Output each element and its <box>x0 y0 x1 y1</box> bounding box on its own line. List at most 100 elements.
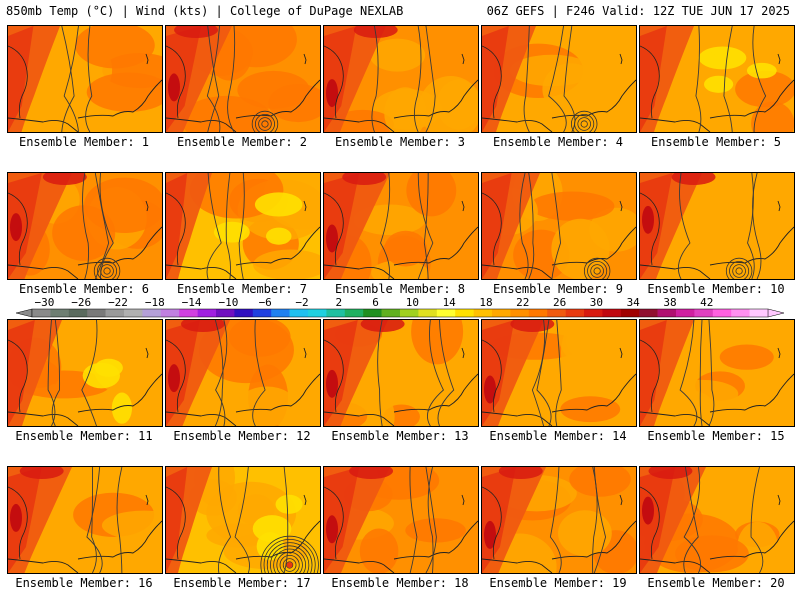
ensemble-member-label: Ensemble Member: 17 <box>173 576 311 590</box>
colorbar-tick-label: −30 <box>34 296 54 309</box>
colorbar-tick-label: 34 <box>627 296 641 309</box>
ensemble-member-map <box>481 25 637 133</box>
colorbar-swatch <box>620 309 640 317</box>
colorbar-swatch <box>455 309 474 317</box>
colorbar-swatch <box>602 309 622 317</box>
colorbar-swatch <box>639 309 658 317</box>
ensemble-member-label: Ensemble Member: 4 <box>492 135 624 149</box>
ensemble-member-map <box>165 172 321 280</box>
ensemble-member-map <box>323 466 479 574</box>
colorbar-tick-label: 42 <box>700 296 713 309</box>
ensemble-member-label: Ensemble Member: 13 <box>331 429 469 443</box>
ensemble-member-label: Ensemble Member: 16 <box>15 576 153 590</box>
map-title: 850mb Temp (°C) | Wind (kts) | College o… <box>6 4 404 18</box>
colorbar-tick-label: 18 <box>479 296 492 309</box>
ensemble-member-map <box>639 25 795 133</box>
ensemble-member-map <box>7 172 163 280</box>
colorbar-swatch <box>50 309 70 317</box>
colorbar-tick-label: 26 <box>553 296 566 309</box>
colorbar-swatch <box>492 309 511 317</box>
colorbar-swatch <box>234 309 254 317</box>
colorbar-tick-label: 22 <box>516 296 529 309</box>
ensemble-member-label: Ensemble Member: 18 <box>331 576 469 590</box>
colorbar-tick-label: 10 <box>406 296 419 309</box>
ensemble-member-map <box>165 319 321 427</box>
colorbar-swatch <box>657 309 677 317</box>
colorbar-swatch <box>271 309 290 317</box>
ensemble-member-label: Ensemble Member: 8 <box>334 282 466 296</box>
colorbar-swatch <box>344 309 364 317</box>
colorbar-swatch <box>289 309 309 317</box>
colorbar-tick-label: 2 <box>335 296 342 309</box>
ensemble-member-map <box>7 319 163 427</box>
colorbar-right-arrow <box>767 308 785 318</box>
colorbar-swatch <box>160 309 180 317</box>
ensemble-member-map <box>7 466 163 574</box>
colorbar-swatch <box>584 309 603 317</box>
ensemble-member-map <box>165 466 321 574</box>
ensemble-member-label: Ensemble Member: 19 <box>489 576 627 590</box>
colorbar-swatch <box>105 309 125 317</box>
colorbar-tick-label: −10 <box>218 296 238 309</box>
colorbar-tick-label: −6 <box>259 296 272 309</box>
colorbar-swatch <box>436 309 456 317</box>
colorbar-tick-label: −2 <box>295 296 308 309</box>
colorbar-swatch <box>68 309 88 317</box>
colorbar-swatch <box>400 309 419 317</box>
ensemble-member-label: Ensemble Member: 7 <box>176 282 308 296</box>
ensemble-member-map <box>165 25 321 133</box>
colorbar-tick-label: 6 <box>372 296 379 309</box>
colorbar-swatch <box>694 309 714 317</box>
ensemble-member-map <box>7 25 163 133</box>
colorbar-swatch <box>712 309 732 317</box>
colorbar-swatch <box>528 309 548 317</box>
colorbar-swatch <box>418 309 438 317</box>
ensemble-member-label: Ensemble Member: 1 <box>18 135 150 149</box>
colorbar-swatch <box>216 309 235 317</box>
colorbar-swatch <box>87 309 106 317</box>
ensemble-member-label: Ensemble Member: 12 <box>173 429 311 443</box>
colorbar-swatch <box>32 309 51 317</box>
ensemble-member-map <box>481 466 637 574</box>
colorbar-swatch <box>381 309 401 317</box>
colorbar-swatch <box>308 309 327 317</box>
ensemble-member-map <box>323 319 479 427</box>
ensemble-member-label: Ensemble Member: 6 <box>18 282 150 296</box>
colorbar-tick-label: 38 <box>663 296 676 309</box>
ensemble-member-label: Ensemble Member: 14 <box>489 429 627 443</box>
ensemble-member-map <box>639 172 795 280</box>
ensemble-member-label: Ensemble Member: 20 <box>647 576 785 590</box>
colorbar-tick-label: −26 <box>71 296 91 309</box>
ensemble-member-map <box>639 466 795 574</box>
colorbar-swatch <box>252 309 272 317</box>
colorbar-swatch <box>179 309 198 317</box>
colorbar-swatch <box>124 309 143 317</box>
ensemble-member-map <box>323 25 479 133</box>
colorbar-tick-label: 14 <box>443 296 457 309</box>
colorbar-swatch <box>547 309 566 317</box>
colorbar-swatch <box>326 309 346 317</box>
ensemble-member-label: Ensemble Member: 15 <box>647 429 785 443</box>
ensemble-member-map <box>323 172 479 280</box>
colorbar-tick-label: −18 <box>145 296 165 309</box>
ensemble-member-label: Ensemble Member: 9 <box>492 282 624 296</box>
ensemble-member-label: Ensemble Member: 11 <box>15 429 153 443</box>
colorbar-swatch <box>142 309 162 317</box>
colorbar-tick-label: 30 <box>590 296 603 309</box>
colorbar-swatch <box>731 309 750 317</box>
colorbar-swatch <box>510 309 530 317</box>
colorbar-tick-label: −14 <box>182 296 202 309</box>
ensemble-member-map <box>639 319 795 427</box>
ensemble-member-label: Ensemble Member: 2 <box>176 135 308 149</box>
model-run-info: 06Z GEFS | F246 Valid: 12Z TUE JUN 17 20… <box>486 4 790 18</box>
colorbar-swatch <box>363 309 382 317</box>
temperature-colorbar: −30 −26 −22 −18 −14 −10 −6 −2 2 6 10 14 18 22 26 30 34 38… <box>15 296 785 318</box>
ensemble-member-label: Ensemble Member: 10 <box>647 282 785 296</box>
ensemble-member-label: Ensemble Member: 3 <box>334 135 466 149</box>
colorbar-swatch <box>197 309 217 317</box>
colorbar-left-arrow <box>15 308 33 318</box>
colorbar-swatch <box>676 309 695 317</box>
ensemble-member-label: Ensemble Member: 5 <box>650 135 782 149</box>
colorbar-swatch <box>749 309 769 317</box>
ensemble-member-map <box>481 172 637 280</box>
